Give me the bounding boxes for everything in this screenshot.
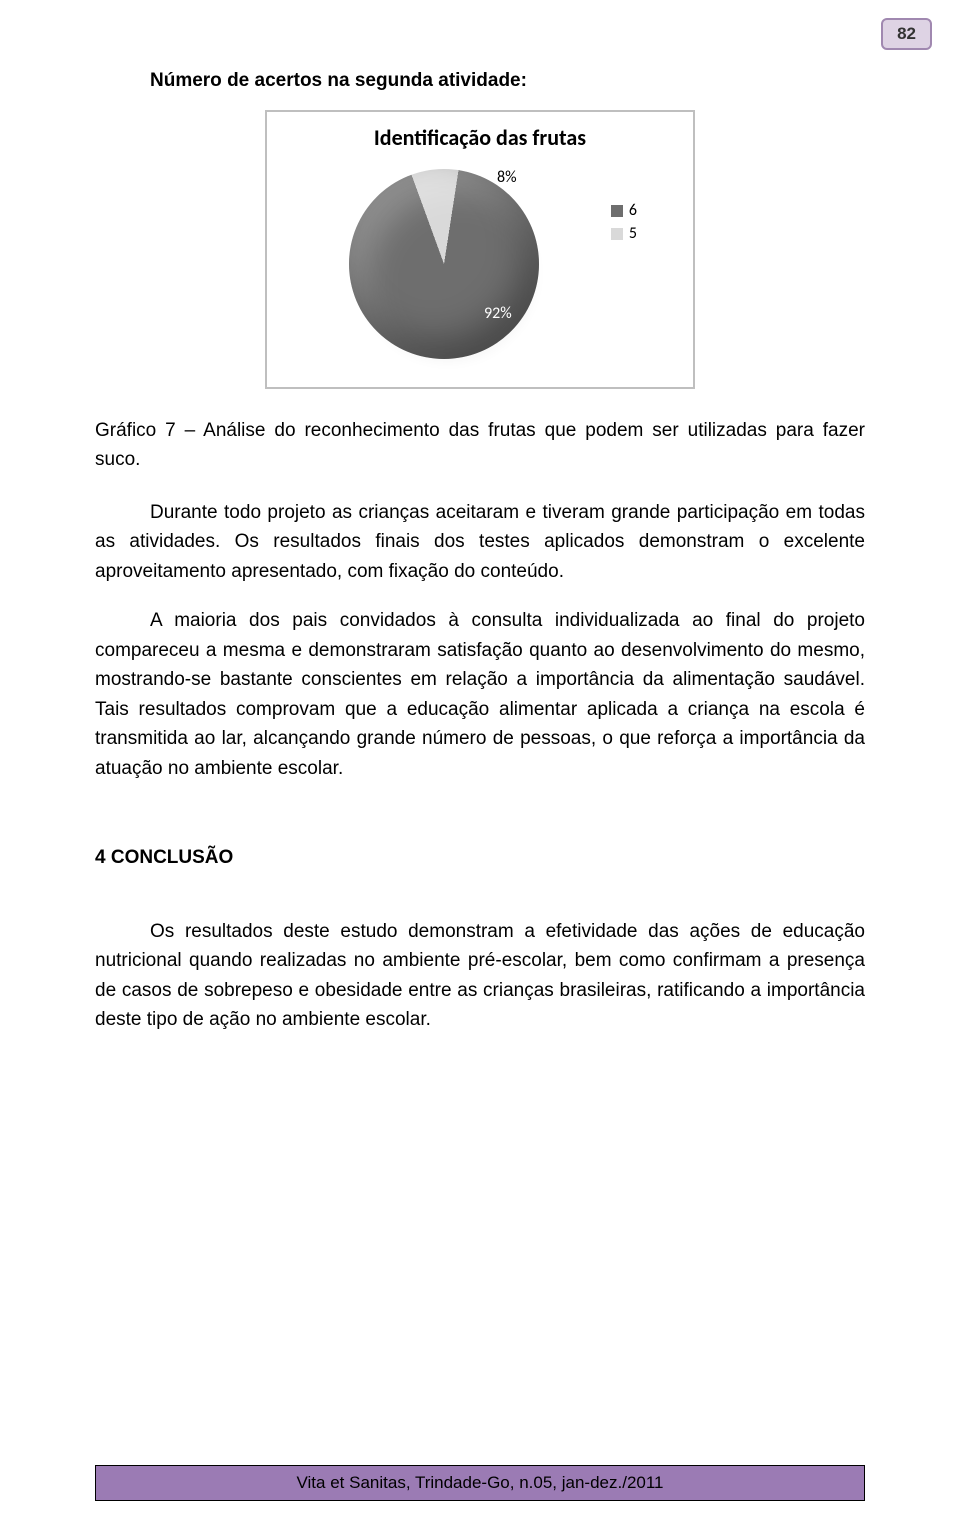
body-paragraph: Durante todo projeto as crianças aceitar… (95, 498, 865, 586)
legend-item: 5 (611, 224, 637, 243)
body-paragraph: A maioria dos pais convidados à consulta… (95, 606, 865, 783)
page-content: Número de acertos na segunda atividade: … (0, 0, 960, 1215)
footer-bar: Vita et Sanitas, Trindade-Go, n.05, jan-… (95, 1465, 865, 1501)
legend-label: 5 (629, 224, 637, 243)
chart-legend: 6 5 (611, 201, 637, 247)
footer-text: Vita et Sanitas, Trindade-Go, n.05, jan-… (297, 1473, 664, 1493)
pie-slice-label-large: 92% (484, 304, 512, 323)
body-paragraph: Os resultados deste estudo demonstram a … (95, 917, 865, 1035)
pie-wrap: 8% 92% (349, 169, 539, 359)
legend-swatch (611, 205, 623, 217)
conclusion-heading: 4 CONCLUSÃO (95, 847, 865, 869)
page-number: 82 (897, 24, 916, 43)
pie-chart-container: Identificação das frutas 8% 92% 6 5 (265, 110, 695, 389)
chart-title: Identificação das frutas (281, 124, 679, 151)
figure-caption: Gráfico 7 – Análise do reconhecimento da… (95, 417, 865, 474)
page-number-badge: 82 (881, 18, 932, 50)
chart-body: 8% 92% 6 5 (281, 159, 679, 369)
pie-slice-label-small: 8% (497, 168, 517, 187)
legend-label: 6 (629, 201, 637, 220)
legend-item: 6 (611, 201, 637, 220)
legend-swatch (611, 228, 623, 240)
section-heading: Número de acertos na segunda atividade: (95, 70, 865, 92)
pie-chart (349, 169, 539, 359)
